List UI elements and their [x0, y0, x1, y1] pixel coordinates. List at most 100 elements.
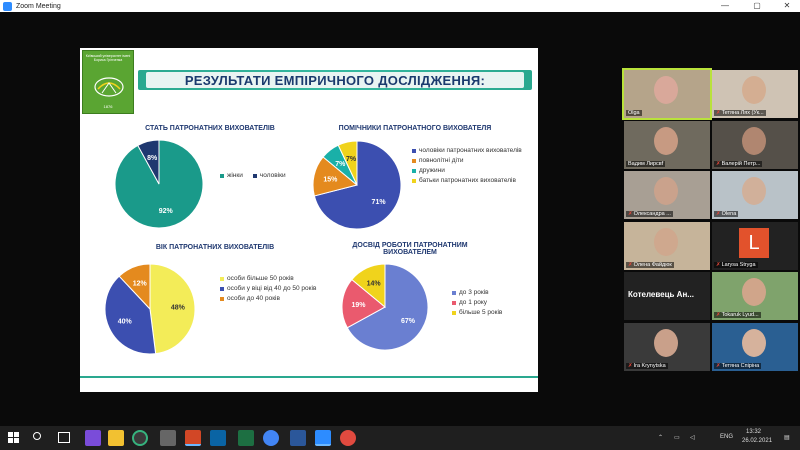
network-icon[interactable]: ▭ [674, 435, 680, 441]
age-slice-1 [104, 275, 157, 355]
participant-name: ✗Larysa Stryga [714, 261, 758, 268]
helpers-data-label-3: 7% [346, 156, 357, 163]
presentation-slide: Київський університет імені Бориса Грінч… [80, 48, 538, 392]
age-chart-title: ВІК ПАТРОНАТНИХ ВИХОВАТЕЛІВ [155, 244, 275, 251]
participant-name: ✗Тетяна Спіріна [714, 362, 762, 369]
notifications-icon[interactable]: ▤ [784, 435, 790, 441]
participant-video [654, 76, 678, 104]
participant-tile[interactable]: ✗Ira Krynytska [624, 322, 710, 371]
language-indicator[interactable]: ENG [720, 434, 734, 440]
helpers-legend: чоловіки патронатних вихователів повноліт… [412, 147, 536, 187]
helpers-data-label-2: 7% [335, 161, 346, 168]
participant-video [742, 177, 766, 205]
minimize-button[interactable]: — [721, 1, 729, 10]
helpers-legend-label: дружини [419, 167, 445, 174]
helpers-legend-swatch [412, 179, 416, 183]
window-title: Zoom Meeting [16, 2, 61, 10]
age-data-label-0: 48% [171, 305, 186, 312]
participant-name: ✗Тетяна Лях (Ук... [714, 110, 766, 116]
participant-video [654, 126, 678, 155]
age-legend-item: особи до 40 років [220, 295, 320, 302]
age-slice-0 [149, 263, 196, 355]
gender-chart-title: СТАТЬ ПАТРОНАТНИХ ВИХОВАТЕЛІВ [145, 125, 275, 132]
participant-name: ✗Tokaruk Lyud... [714, 312, 761, 318]
participant-video [654, 177, 678, 205]
experience-pie-chart: 67% 19% 14% [341, 263, 429, 351]
task-view-icon[interactable] [58, 432, 70, 443]
gender-legend-item: чоловіки [252, 172, 286, 179]
experience-data-label-0: 67% [401, 318, 416, 325]
helpers-data-label-0: 71% [372, 199, 387, 206]
zoom-taskbar-icon[interactable] [315, 430, 331, 446]
helpers-legend-label: батьки патронатних вихователів [419, 177, 516, 184]
experience-legend-swatch [452, 291, 456, 295]
logo-year: 1876 [103, 104, 113, 109]
helpers-legend-swatch [412, 159, 416, 163]
age-legend-label: особи більше 50 років [227, 275, 294, 282]
experience-slice-2 [351, 263, 386, 309]
close-button[interactable]: ✕ [783, 1, 791, 10]
experience-legend-label: до 3 років [459, 289, 489, 296]
experience-legend-label: більше 5 років [459, 309, 503, 316]
clock-date[interactable]: 26.02.2021 [742, 438, 773, 444]
age-legend-label: особи у віці від 40 до 50 років [227, 285, 317, 292]
participant-tile[interactable]: ✗Tokaruk Lyud... [712, 272, 798, 320]
app-taskbar-icon[interactable] [160, 430, 176, 446]
participant-name: ✗Олена Файдюк [626, 261, 674, 268]
excel-taskbar-icon[interactable] [238, 430, 254, 446]
search-icon[interactable] [33, 432, 41, 440]
participant-tile[interactable]: ✗Olena [712, 171, 798, 219]
helpers-data-label-1: 15% [323, 177, 338, 184]
participant-tile[interactable]: Вадим Лирсвf [624, 120, 710, 169]
participant-video [654, 227, 678, 256]
age-legend: особи більше 50 років особи у віці від 40… [220, 275, 320, 305]
helpers-legend-item: батьки патронатних вихователів [412, 177, 536, 184]
maximize-button[interactable]: ▢ [753, 1, 761, 10]
chrome-alt-taskbar-icon[interactable] [132, 430, 148, 446]
experience-data-label-2: 14% [367, 280, 382, 287]
gender-data-label-1: 8% [147, 155, 158, 162]
muted-mic-icon: ✗ [628, 211, 633, 217]
muted-mic-icon: ✗ [716, 211, 721, 217]
participant-tile[interactable]: ✗Валерій Петр... [712, 120, 798, 169]
age-pie-chart: 48% 40% 12% [104, 263, 196, 355]
file-explorer-taskbar-icon[interactable] [108, 430, 124, 446]
word-taskbar-icon[interactable] [290, 430, 306, 446]
participant-initial-avatar: L [739, 227, 769, 258]
store-taskbar-icon[interactable] [210, 430, 226, 446]
logo-text: Київський університет імені Бориса Грінч… [85, 54, 131, 62]
participant-tile[interactable]: L ✗Larysa Stryga [712, 221, 798, 270]
helpers-legend-swatch [412, 149, 416, 153]
clock-time[interactable]: 13:32 [746, 429, 762, 435]
participant-name: Вадим Лирсвf [626, 160, 666, 167]
browser-taskbar-icon[interactable] [340, 430, 356, 446]
zoom-logo-icon [3, 1, 12, 11]
experience-legend: до 3 років до 1 року більше 5 років [452, 289, 532, 319]
participant-tile[interactable]: ✗Тетяна Лях (Ук... [712, 70, 798, 118]
start-button[interactable] [8, 432, 19, 443]
volume-icon[interactable]: ◁ [690, 435, 695, 441]
age-data-label-1: 40% [118, 318, 133, 325]
muted-mic-icon: ✗ [716, 362, 721, 369]
muted-mic-icon: ✗ [628, 362, 633, 369]
experience-legend-item: більше 5 років [452, 309, 532, 316]
muted-mic-icon: ✗ [628, 261, 633, 268]
age-legend-swatch [220, 287, 224, 291]
gender-legend-swatch [220, 174, 224, 178]
participant-name: ✗Валерій Петр... [714, 160, 763, 167]
gender-legend-label: жінки [227, 172, 243, 179]
powerpoint-taskbar-icon[interactable] [185, 430, 201, 446]
tray-arrow-icon[interactable]: ⌃ [658, 435, 664, 441]
participant-tile[interactable]: Olga [622, 68, 712, 120]
chrome-taskbar-icon[interactable] [263, 430, 279, 446]
viber-taskbar-icon[interactable] [85, 430, 101, 446]
participant-tile[interactable]: ✗Олена Файдюк [624, 221, 710, 270]
participant-name: ✗Олександра ... [626, 211, 673, 217]
gender-legend-item: жінки [220, 172, 243, 179]
participant-tile[interactable]: ✗Тетяна Спіріна [712, 322, 798, 371]
slide-title: РЕЗУЛЬТАТИ ЕМПІРИЧНОГО ДОСЛІДЖЕННЯ: [184, 72, 486, 88]
participant-tile[interactable]: ✗Олександра ... [624, 171, 710, 219]
gender-pie-chart: 92% 8% [114, 139, 204, 229]
participant-tile[interactable]: Котелевець Ан... [624, 272, 710, 320]
helpers-legend-label: повнолітні діти [419, 157, 464, 164]
